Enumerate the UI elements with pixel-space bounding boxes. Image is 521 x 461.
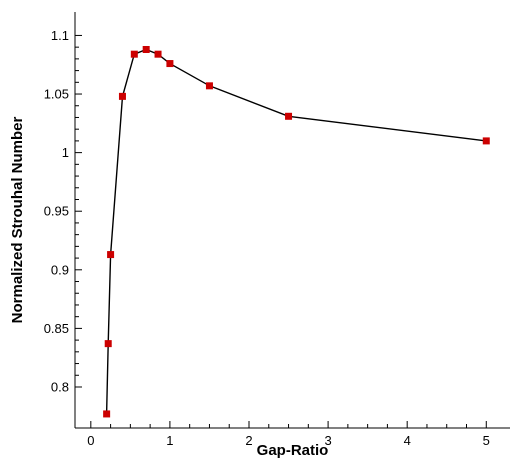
x-tick-label: 2 bbox=[245, 433, 252, 448]
series-layer bbox=[103, 45, 490, 418]
data-point bbox=[107, 251, 115, 259]
x-tick-label: 0 bbox=[87, 433, 94, 448]
data-point bbox=[166, 60, 174, 68]
y-ticks: 0.8 0.85 0.9 0.95 1 1.05 1.1 bbox=[44, 28, 82, 394]
y-tick-label: 0.9 bbox=[51, 262, 69, 277]
data-point bbox=[130, 50, 138, 58]
x-tick-label: 1 bbox=[166, 433, 173, 448]
x-tick-label: 3 bbox=[324, 433, 331, 448]
data-point bbox=[154, 50, 162, 58]
y-tick-label: 1 bbox=[62, 145, 69, 160]
x-tick-label: 5 bbox=[483, 433, 490, 448]
data-point bbox=[482, 137, 490, 145]
y-tick-label: 1.1 bbox=[51, 28, 69, 43]
y-tick-label: 0.85 bbox=[44, 321, 69, 336]
y-tick-label: 0.8 bbox=[51, 379, 69, 394]
data-point bbox=[205, 82, 213, 90]
data-point bbox=[285, 112, 293, 120]
y-tick-label: 1.05 bbox=[44, 87, 69, 102]
x-axis-title: Gap-Ratio bbox=[257, 442, 329, 459]
y-tick-label: 0.95 bbox=[44, 204, 69, 219]
x-ticks: 0 1 2 3 4 5 bbox=[87, 421, 490, 448]
data-point bbox=[103, 410, 111, 418]
y-axis-title: Normalized Strouhal Number bbox=[9, 116, 26, 323]
x-tick-label: 4 bbox=[404, 433, 411, 448]
data-point bbox=[142, 45, 150, 53]
data-point bbox=[118, 92, 126, 100]
axes bbox=[74, 12, 510, 429]
data-point bbox=[104, 340, 112, 348]
